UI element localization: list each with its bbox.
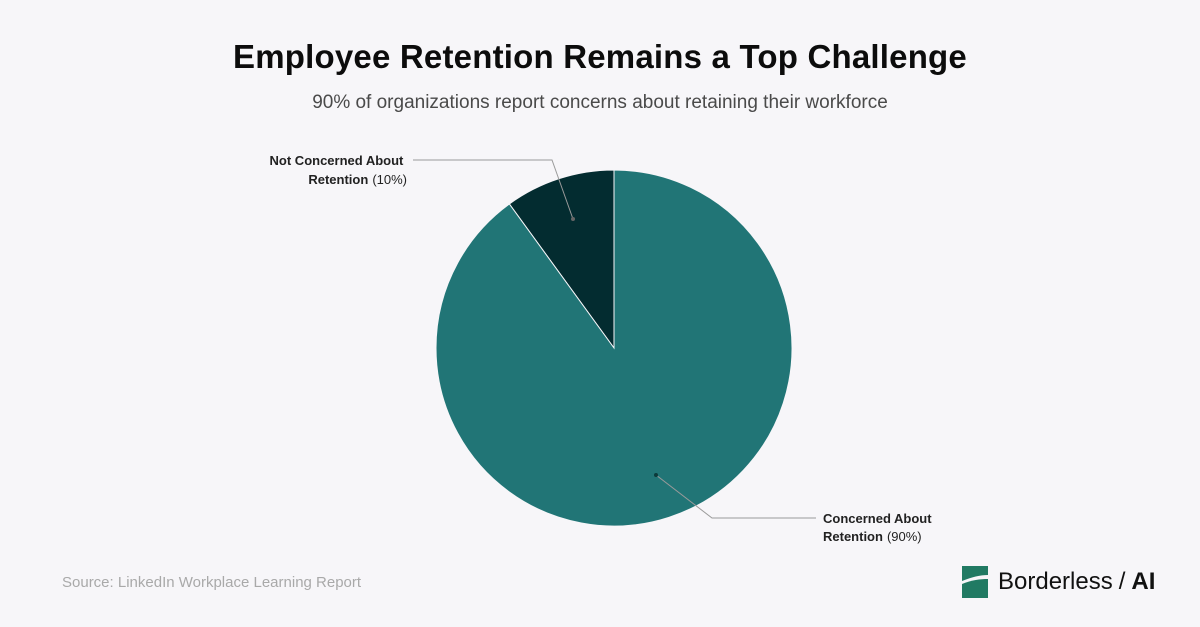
slice-label-not-concerned-line2: Retention xyxy=(308,172,368,187)
borderless-logo-icon xyxy=(962,566,988,598)
source-note: Source: LinkedIn Workplace Learning Repo… xyxy=(62,574,362,591)
brand-logo: Borderless / AI xyxy=(962,565,1155,599)
chart-title: Employee Retention Remains a Top Challen… xyxy=(233,38,967,75)
leader-line-not-concerned xyxy=(413,159,574,220)
pie-slice-concerned xyxy=(435,169,793,527)
slice-label-not-concerned-line1: Not Concerned About xyxy=(270,153,405,168)
slice-label-concerned-line2: Retention xyxy=(823,529,883,544)
slice-label-concerned-line1: Concerned About xyxy=(823,511,932,526)
pie-slices xyxy=(435,169,793,527)
slice-label-not-concerned-line2-wrap: Retention (10%) xyxy=(308,172,407,187)
slice-label-concerned-percent: (90%) xyxy=(887,529,922,544)
leader-dot-concerned xyxy=(654,473,658,477)
leader-line-concerned xyxy=(655,474,816,519)
slice-label-not-concerned: Not Concerned About Retention (10%) xyxy=(270,153,407,187)
leader-dot-not-concerned xyxy=(571,217,575,221)
slice-label-concerned: Concerned About Retention (90%) xyxy=(823,511,935,544)
brand-suffix: AI xyxy=(1131,568,1156,595)
brand-slash: / xyxy=(1118,568,1126,595)
chart-subtitle: 90% of organizations report concerns abo… xyxy=(312,92,888,113)
slice-label-not-concerned-percent: (10%) xyxy=(372,172,407,187)
brand-name: Borderless xyxy=(998,568,1113,595)
slice-label-concerned-line2-wrap: Retention (90%) xyxy=(823,529,922,544)
